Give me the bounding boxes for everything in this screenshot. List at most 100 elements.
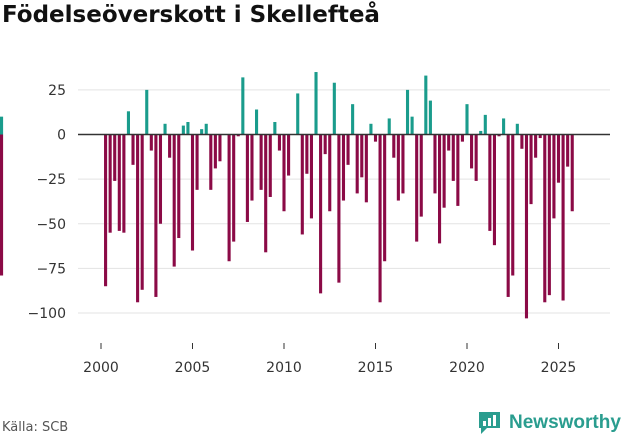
bar-negative xyxy=(259,134,263,190)
bar-positive xyxy=(241,77,245,135)
bar-negative xyxy=(451,134,455,181)
bar-negative xyxy=(131,134,135,165)
bar-positive xyxy=(369,123,373,135)
bar-negative xyxy=(140,134,144,290)
bar-negative xyxy=(104,134,108,287)
bar-negative xyxy=(415,134,419,242)
bar-negative xyxy=(543,134,547,303)
bar-positive xyxy=(479,130,483,135)
bar-positive xyxy=(410,116,414,135)
bar-positive xyxy=(502,118,506,135)
bar-negative xyxy=(392,134,396,158)
bar-negative xyxy=(497,134,501,137)
bar-negative xyxy=(195,134,199,190)
bar-negative xyxy=(117,134,121,231)
bar-negative xyxy=(218,134,222,162)
bar-negative xyxy=(360,134,364,178)
bar-negative xyxy=(0,134,4,276)
bar-negative xyxy=(282,134,286,212)
bar-negative xyxy=(460,134,464,142)
y-tick-label: −50 xyxy=(36,217,66,233)
bar-series xyxy=(0,72,574,319)
bar-negative xyxy=(300,134,304,235)
bar-negative xyxy=(538,134,542,139)
bar-negative xyxy=(337,134,341,283)
source-label: Källa: SCB xyxy=(2,420,69,435)
bar-negative xyxy=(373,134,378,142)
bar-negative xyxy=(346,134,350,165)
bar-negative xyxy=(556,134,561,183)
bar-negative xyxy=(433,134,437,194)
bar-negative xyxy=(520,134,524,149)
bar-positive xyxy=(145,89,149,135)
bar-negative xyxy=(264,134,268,253)
bar-positive xyxy=(255,109,259,135)
bar-negative xyxy=(287,134,291,176)
bar-negative xyxy=(213,134,217,169)
bar-negative xyxy=(245,134,249,222)
bar-positive xyxy=(405,89,410,135)
bar-negative xyxy=(319,134,323,294)
brand-name: Newsworthy xyxy=(509,411,621,433)
bar-positive xyxy=(314,72,318,135)
bar-negative xyxy=(108,134,112,233)
bar-negative xyxy=(506,134,510,297)
y-tick-label: −100 xyxy=(28,306,66,322)
bar-negative xyxy=(268,134,272,197)
bar-negative xyxy=(277,134,281,151)
bar-negative xyxy=(447,134,451,151)
bar-negative xyxy=(378,134,382,303)
bar-negative xyxy=(172,134,176,267)
x-tick-label: 2000 xyxy=(83,360,119,376)
bar-positive xyxy=(515,123,519,135)
bar-negative xyxy=(305,134,309,174)
bar-negative xyxy=(328,134,332,212)
chart-title: Födelseöverskott i Skellefteå xyxy=(2,2,380,28)
bar-positive xyxy=(483,114,487,135)
bar-negative xyxy=(227,134,231,262)
bar-negative xyxy=(341,134,346,201)
bar-negative xyxy=(396,134,400,201)
bar-negative xyxy=(492,134,496,246)
bar-positive xyxy=(273,122,277,135)
bar-negative xyxy=(113,134,117,181)
bar-positive xyxy=(332,82,336,135)
bar-negative xyxy=(177,134,181,239)
bar-positive xyxy=(465,104,469,135)
bar-positive xyxy=(181,125,185,135)
bar-negative xyxy=(236,134,240,137)
bar-negative xyxy=(570,134,574,212)
bar-negative xyxy=(168,134,172,158)
bar-negative xyxy=(355,134,359,194)
bar-negative xyxy=(438,134,442,244)
y-tick-label: 25 xyxy=(48,83,66,99)
bar-negative xyxy=(419,134,423,217)
x-axis-ticks: 2000 2005 2010 2015 2020 2025 xyxy=(83,343,576,376)
bar-negative xyxy=(524,134,529,319)
bar-positive xyxy=(186,122,190,135)
bar-positive xyxy=(424,75,428,135)
bar-positive xyxy=(163,123,167,135)
bar-positive xyxy=(428,100,432,135)
bar-negative xyxy=(561,134,565,301)
bar-negative xyxy=(190,134,195,251)
bar-negative xyxy=(566,134,570,167)
newsworthy-logo[interactable]: Newsworthy xyxy=(476,409,621,436)
bar-negative xyxy=(401,134,405,194)
bar-negative xyxy=(158,134,163,224)
bar-negative xyxy=(534,134,538,158)
x-tick-label: 2005 xyxy=(175,360,211,376)
bar-negative xyxy=(154,134,158,297)
bar-negative xyxy=(383,134,387,262)
bar-negative xyxy=(309,134,313,219)
x-tick-label: 2025 xyxy=(541,360,577,376)
bar-positive xyxy=(387,118,391,135)
bar-negative xyxy=(209,134,213,190)
x-tick-label: 2020 xyxy=(449,360,485,376)
bar-positive xyxy=(200,129,204,135)
bar-positive xyxy=(126,111,130,135)
bar-positive xyxy=(351,104,355,135)
bar-negative xyxy=(511,134,515,276)
bar-positive xyxy=(296,93,300,135)
bar-negative xyxy=(456,134,460,206)
